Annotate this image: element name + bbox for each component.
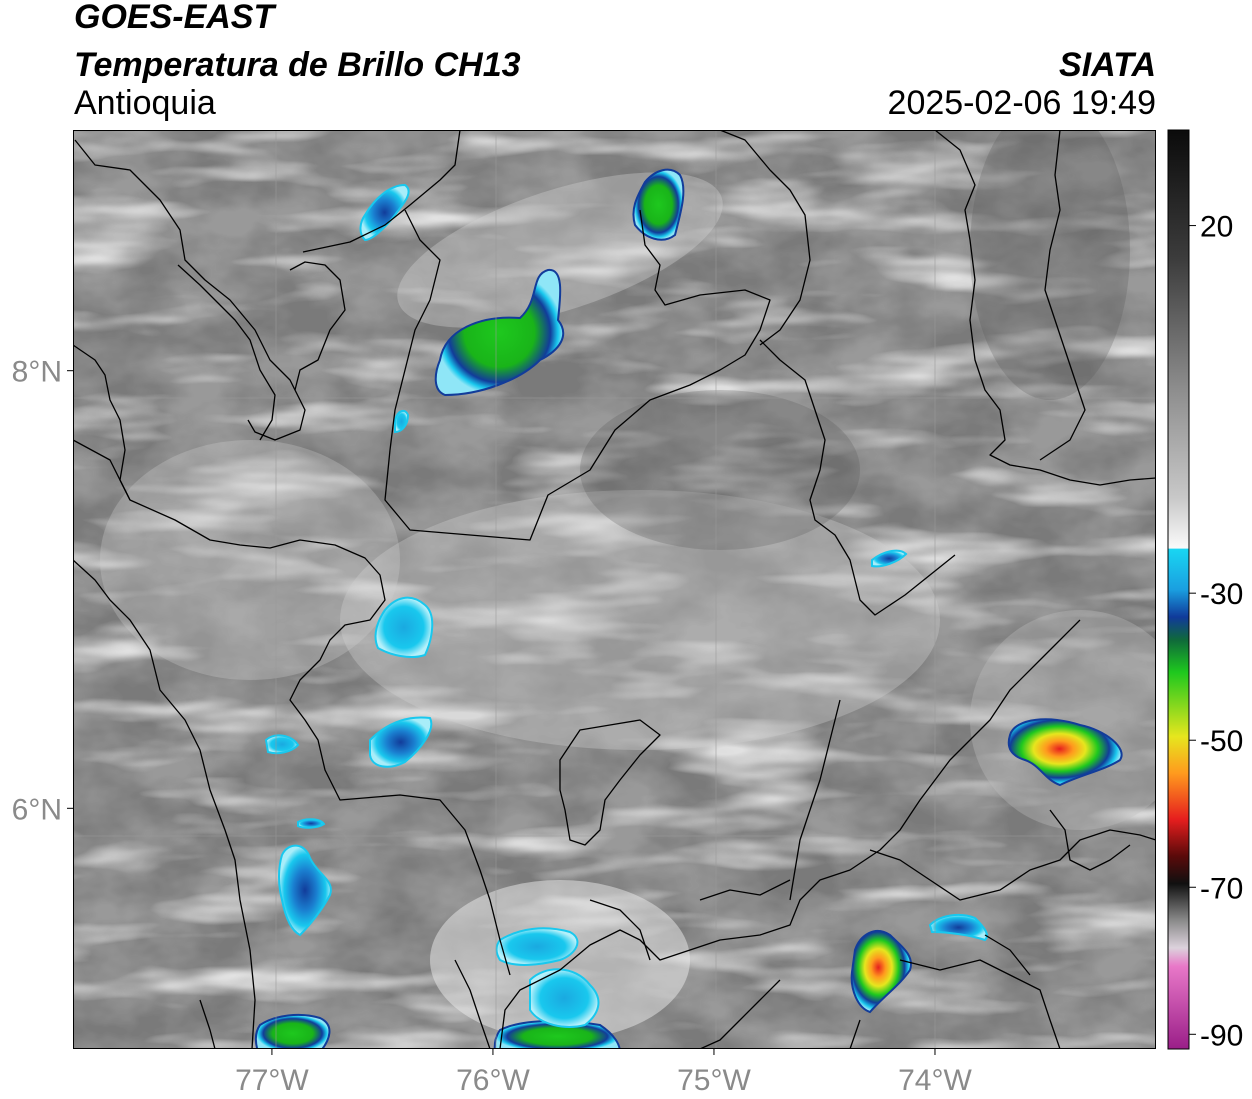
region-label: Antioquia: [74, 84, 216, 122]
satellite-title: GOES-EAST: [74, 0, 275, 36]
colorbar-tick-label: -30: [1200, 578, 1243, 611]
lat-tick-label: 6°N: [12, 793, 62, 826]
boundaries: [73, 130, 1156, 1049]
colorbar-tick-label: 20: [1200, 211, 1233, 244]
product-title: Temperatura de Brillo CH13: [74, 46, 521, 84]
colorbar-tick-label: -90: [1200, 1019, 1243, 1052]
gridlines: [73, 130, 1156, 1049]
lon-tick-label: 75°W: [677, 1064, 751, 1097]
lon-tick-label: 77°W: [235, 1064, 309, 1097]
lat-tick-label: 8°N: [12, 356, 62, 389]
agency-label: SIATA: [1059, 46, 1156, 84]
colorbar-gradient: [1167, 129, 1190, 1050]
lon-tick-label: 74°W: [898, 1064, 972, 1097]
colorbar-tick-label: -70: [1200, 872, 1243, 905]
colorbar-tick-label: -50: [1200, 725, 1243, 758]
colorbar-ticks: 20 -30 -50 -70 -90: [1189, 211, 1243, 1052]
colorbar: 20 -30 -50 -70 -90: [1167, 129, 1243, 1052]
convective-cells: [254, 168, 1123, 1049]
satellite-image: [73, 130, 1156, 1049]
timestamp-label: 2025-02-06 19:49: [887, 84, 1156, 122]
latitude-ticks: 8°N 6°N: [12, 356, 73, 826]
longitude-ticks: 77°W 76°W 75°W 74°W: [235, 1049, 973, 1097]
lon-tick-label: 76°W: [456, 1064, 530, 1097]
